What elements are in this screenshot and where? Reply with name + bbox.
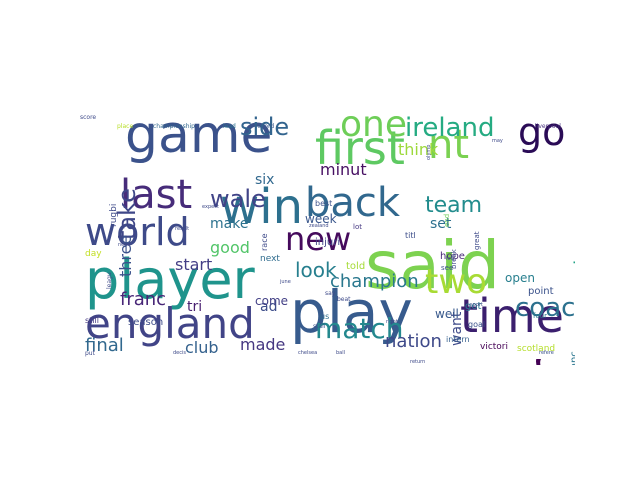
cloud-word: zealand: [309, 223, 329, 229]
cloud-word: chelsea: [298, 350, 318, 356]
cloud-word: start: [175, 255, 213, 274]
cloud-word: told: [346, 261, 366, 272]
cloud-word: hope: [440, 251, 465, 262]
cloud-word: ireland: [405, 115, 495, 143]
cloud-word: victori: [480, 342, 509, 352]
cloud-word: injuri: [315, 237, 341, 248]
cloud-word: year: [518, 359, 575, 365]
cloud-word: still: [85, 316, 99, 325]
cloud-word: final: [85, 335, 124, 356]
cloud-word: six: [255, 172, 275, 188]
cloud-word: week: [305, 212, 337, 226]
cloud-word: team: [425, 193, 483, 218]
cloud-word: olymp: [426, 144, 432, 160]
cloud-word: two: [425, 262, 487, 302]
cloud-word: rugbi: [109, 203, 119, 227]
cloud-word: lead: [223, 123, 236, 130]
cloud-word: expect: [202, 204, 219, 210]
cloud-word: chanc: [569, 351, 575, 365]
cloud-word: look: [295, 258, 337, 282]
cloud-word: put: [85, 350, 95, 357]
cloud-word: england: [85, 299, 255, 348]
cloud-word: us: [320, 312, 330, 321]
cloud-word: season: [128, 317, 164, 328]
cloud-word: place: [117, 123, 134, 130]
cloud-word: first: [315, 121, 405, 175]
cloud-word: make: [210, 216, 249, 232]
cloud-word: record: [255, 123, 275, 130]
cloud-word: play: [290, 278, 413, 346]
cloud-word: new: [285, 220, 352, 258]
cloud-word: think: [398, 140, 439, 159]
cloud-word: great: [473, 231, 481, 251]
cloud-word: come: [255, 294, 289, 308]
cloud-word: one: [340, 115, 407, 145]
cloud-word: intern: [446, 335, 470, 344]
cloud-word: say: [325, 290, 336, 297]
cloud-word: need: [118, 242, 131, 248]
cloud-word: stali: [313, 323, 326, 330]
cloud-word: nation: [385, 331, 442, 352]
cloud-word: got: [465, 301, 482, 312]
cloud-word: championship: [153, 123, 195, 130]
cloud-word: ball: [336, 350, 346, 356]
cloud-word: titl: [405, 231, 416, 240]
cloud-word: best: [315, 199, 333, 208]
cloud-word: good: [210, 238, 250, 257]
cloud-word: last: [120, 172, 193, 218]
cloud-word: win: [220, 179, 304, 235]
cloud-word: liverpool: [535, 123, 561, 130]
cloud-word: champion: [330, 271, 419, 292]
cloud-word: right: [386, 319, 398, 325]
cloud-word: wale: [210, 185, 266, 213]
cloud-word: point: [528, 286, 554, 297]
cloud-word: back: [305, 180, 401, 226]
cloud-word: lot: [353, 223, 362, 231]
cloud-word: leagu: [106, 271, 113, 289]
cloud-word: race: [260, 233, 269, 251]
cloud-word: next: [260, 254, 280, 264]
cloud-word: goal: [468, 320, 486, 329]
cloud-word: ad: [260, 299, 278, 315]
cloud-word: time: [460, 289, 564, 343]
cloud-word: well: [435, 307, 459, 321]
cloud-word: score: [80, 115, 97, 121]
cloud-word: tri: [187, 299, 203, 315]
cloud-word: game: [125, 115, 273, 165]
cloud-word: result: [175, 226, 190, 232]
cloud-word: scotland: [517, 344, 556, 354]
cloud-word: end: [443, 213, 451, 227]
cloud-word: refere: [539, 350, 554, 356]
cloud-word: may: [492, 138, 503, 144]
cloud-word: beat: [337, 296, 351, 303]
cloud-word: return: [410, 359, 426, 365]
cloud-word: made: [240, 335, 286, 354]
cloud-word: franc: [120, 289, 167, 310]
cloud-word: four: [533, 312, 548, 320]
cloud-word: left: [446, 256, 455, 262]
cloud-word: world: [85, 210, 190, 254]
cloud-word: coach: [515, 293, 575, 323]
cloud-word: go: [518, 115, 566, 154]
cloud-word: see: [441, 264, 454, 272]
cloud-word: decis: [173, 350, 186, 356]
cloud-word: sport: [470, 302, 483, 308]
cloud-word: club: [185, 338, 219, 357]
cloud-word: open: [505, 271, 535, 285]
cloud-word: minut: [320, 160, 367, 179]
cloud-word: side: [240, 115, 290, 141]
cloud-word: june: [280, 279, 291, 285]
cloud-word: set: [430, 216, 452, 232]
cloud-word: nt: [428, 122, 470, 168]
cloud-word: player: [85, 248, 255, 311]
cloud-word: cup: [570, 283, 575, 320]
cloud-word: said: [365, 227, 501, 304]
cloud-word: day: [85, 249, 102, 259]
cloud-word: match: [315, 312, 404, 345]
